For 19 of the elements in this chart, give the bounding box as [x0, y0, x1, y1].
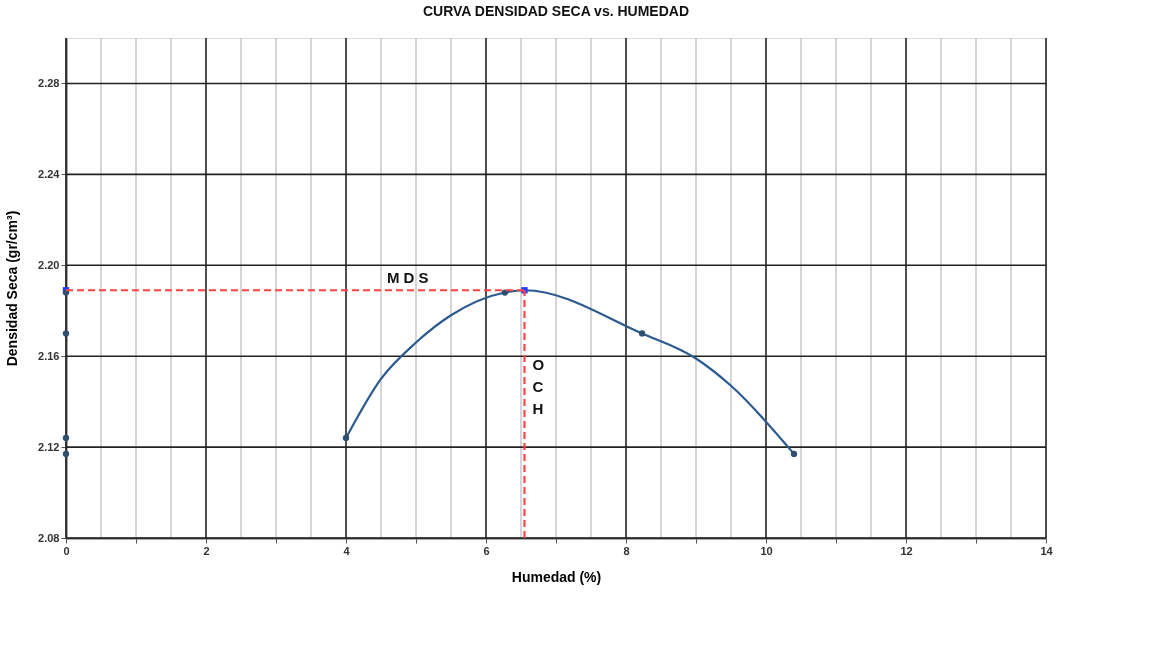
y-tick-label: 2.28: [38, 76, 60, 89]
x-tick-label: 0: [63, 544, 70, 557]
x-tick-label: 4: [343, 544, 351, 557]
x-tick-label: 14: [1040, 544, 1054, 557]
series-label: M D S: [386, 269, 429, 287]
y-tick-label: 2.08: [38, 531, 60, 544]
y-axis-title: Densidad Seca (gr/cm³): [4, 210, 21, 367]
series-label: OCH: [532, 355, 545, 417]
y-tick-label: 2.12: [38, 440, 60, 453]
x-tick-label: 8: [623, 544, 630, 557]
x-axis-title: Humedad (%): [511, 568, 602, 585]
y-tick-label: 2.16: [38, 349, 60, 362]
y-tick-label: 2.24: [38, 167, 61, 180]
chart-title: CURVA DENSIDAD SECA vs. HUMEDAD: [422, 3, 690, 20]
x-tick-label: 6: [483, 544, 490, 557]
y-tick-label: 2.20: [38, 258, 60, 271]
x-tick-label: 10: [760, 544, 773, 557]
x-tick-label: 2: [203, 544, 210, 557]
x-tick-label: 12: [900, 544, 913, 557]
